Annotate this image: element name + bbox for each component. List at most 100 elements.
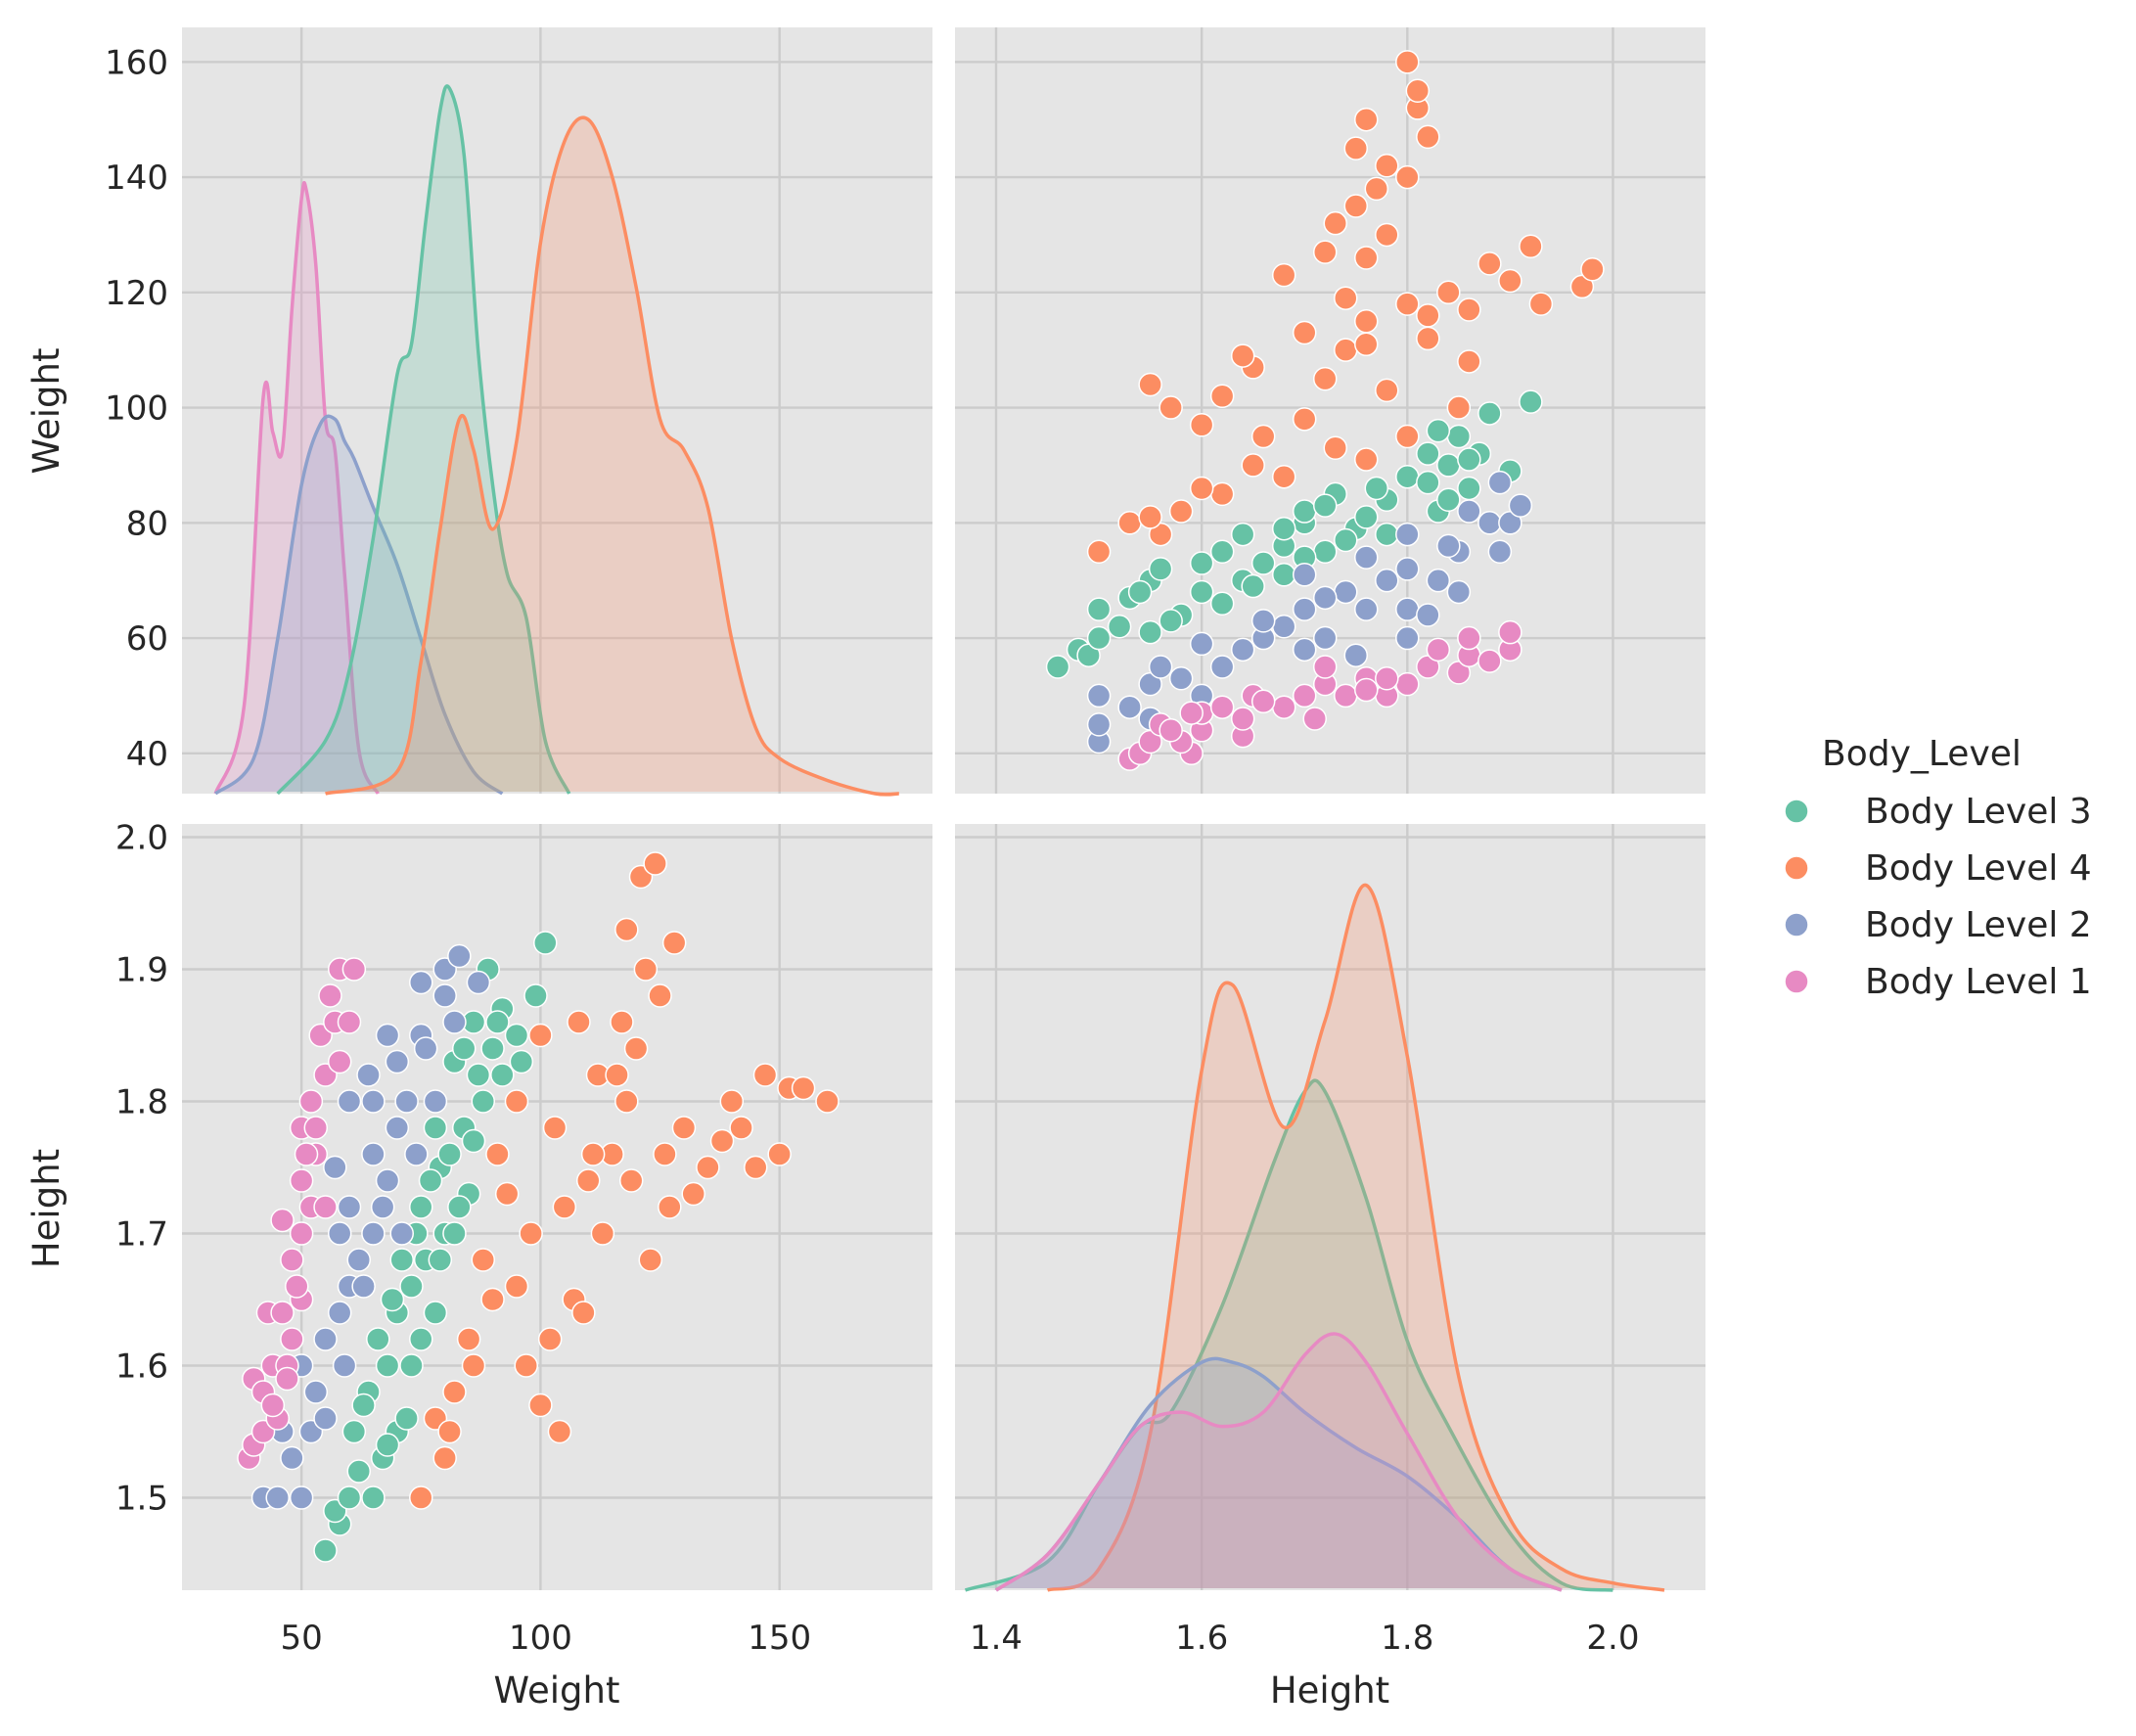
point-body-level-2	[375, 1168, 400, 1193]
point-body-level-3	[1477, 401, 1502, 426]
point-body-level-3	[1148, 557, 1173, 581]
point-body-level-4	[1416, 326, 1440, 351]
point-body-level-4	[752, 1063, 778, 1087]
x-tick-label: 150	[748, 1619, 811, 1658]
point-body-level-3	[341, 1419, 367, 1444]
point-body-level-3	[1354, 505, 1379, 529]
y-axis-label-height: Height	[25, 1149, 68, 1268]
point-body-level-3	[461, 1128, 486, 1154]
point-body-level-4	[1405, 78, 1431, 104]
point-body-level-4	[623, 1036, 649, 1061]
point-body-level-4	[519, 1221, 543, 1246]
point-body-level-2	[1375, 568, 1399, 593]
point-body-level-2	[1189, 631, 1214, 657]
point-body-level-4	[528, 1023, 553, 1048]
point-body-level-2	[351, 1274, 376, 1299]
point-body-level-4	[1189, 412, 1214, 437]
point-body-level-3	[409, 1195, 433, 1219]
kde-line-body-level-4	[325, 115, 899, 797]
point-body-level-1	[1271, 695, 1296, 719]
point-body-level-2	[1148, 655, 1173, 679]
point-body-level-4	[605, 1063, 629, 1087]
point-body-level-1	[1250, 689, 1276, 714]
kde-line-body-level-4	[1046, 883, 1665, 1592]
point-body-level-3	[428, 1248, 453, 1272]
point-body-level-1	[1375, 666, 1399, 691]
point-body-level-2	[423, 1089, 448, 1114]
point-body-level-4	[494, 1181, 520, 1207]
point-body-level-4	[528, 1393, 553, 1418]
point-body-level-4	[1230, 343, 1255, 368]
point-body-level-4	[1209, 384, 1235, 409]
point-body-level-1	[1477, 649, 1502, 673]
point-body-level-4	[610, 1010, 634, 1034]
point-body-level-2	[1312, 585, 1338, 611]
point-body-level-4	[1477, 251, 1502, 276]
kde-fill-body-level-1	[215, 182, 379, 795]
point-body-level-1	[270, 1208, 295, 1233]
point-body-level-2	[313, 1327, 338, 1351]
point-body-level-4	[1364, 176, 1389, 202]
point-body-level-1	[294, 1142, 319, 1166]
point-body-level-4	[1271, 464, 1296, 489]
point-body-level-2	[375, 1023, 400, 1048]
point-body-level-2	[346, 1248, 372, 1272]
point-body-level-1	[270, 1301, 295, 1325]
point-body-level-3	[1446, 424, 1472, 449]
point-body-level-4	[729, 1116, 753, 1140]
point-body-level-1	[298, 1089, 324, 1114]
point-body-level-4	[1354, 447, 1379, 472]
point-body-level-1	[280, 1327, 304, 1351]
point-body-level-4	[542, 1116, 568, 1140]
point-body-level-3	[1375, 522, 1399, 547]
point-body-level-4	[1354, 332, 1379, 357]
legend-title: Body_Level	[1822, 734, 2022, 774]
point-body-level-4	[1395, 292, 1420, 316]
point-body-level-4	[1086, 539, 1112, 564]
point-body-level-4	[1292, 320, 1317, 345]
kde-line-body-level-1	[213, 181, 380, 795]
point-body-level-3	[451, 1036, 477, 1061]
point-body-level-2	[327, 1221, 352, 1246]
point-body-level-2	[1354, 545, 1379, 570]
point-body-level-4	[504, 1274, 529, 1299]
point-body-level-4	[618, 1168, 644, 1193]
point-body-level-4	[1323, 210, 1348, 236]
point-body-level-1	[341, 957, 367, 982]
point-body-level-3	[1271, 516, 1296, 541]
y-tick-label: 80	[126, 504, 168, 543]
point-body-level-3	[313, 1538, 338, 1563]
point-body-level-1	[313, 1195, 338, 1219]
point-body-level-2	[1292, 637, 1317, 662]
point-body-level-4	[1580, 257, 1605, 282]
point-body-level-2	[289, 1485, 314, 1510]
point-body-level-4	[1395, 424, 1420, 449]
point-body-level-4	[1334, 338, 1358, 362]
point-body-level-4	[1436, 280, 1461, 305]
point-body-level-4	[743, 1155, 768, 1180]
point-body-level-3	[1086, 625, 1112, 651]
point-body-level-2	[1416, 603, 1440, 627]
kde-fill-body-level-4	[325, 117, 899, 796]
point-body-level-2	[1292, 597, 1317, 621]
point-body-level-3	[366, 1327, 390, 1351]
point-body-level-4	[461, 1353, 486, 1378]
point-body-level-2	[389, 1221, 414, 1246]
point-body-level-4	[1354, 107, 1379, 132]
point-body-level-1	[303, 1116, 329, 1140]
point-body-level-3	[504, 1023, 529, 1048]
point-body-level-1	[275, 1366, 299, 1392]
point-body-level-4	[1354, 308, 1379, 334]
point-body-level-3	[418, 1168, 443, 1193]
x-tick-label: 100	[509, 1619, 572, 1658]
point-body-level-3	[1519, 389, 1543, 414]
point-body-level-2	[1086, 712, 1112, 737]
point-body-level-3	[1364, 476, 1389, 501]
scatter-layer	[237, 50, 1605, 1563]
point-body-level-4	[696, 1155, 720, 1180]
point-body-level-4	[791, 1075, 816, 1101]
point-body-level-3	[351, 1393, 376, 1418]
point-body-level-3	[485, 1010, 510, 1034]
point-body-level-4	[671, 1116, 697, 1140]
